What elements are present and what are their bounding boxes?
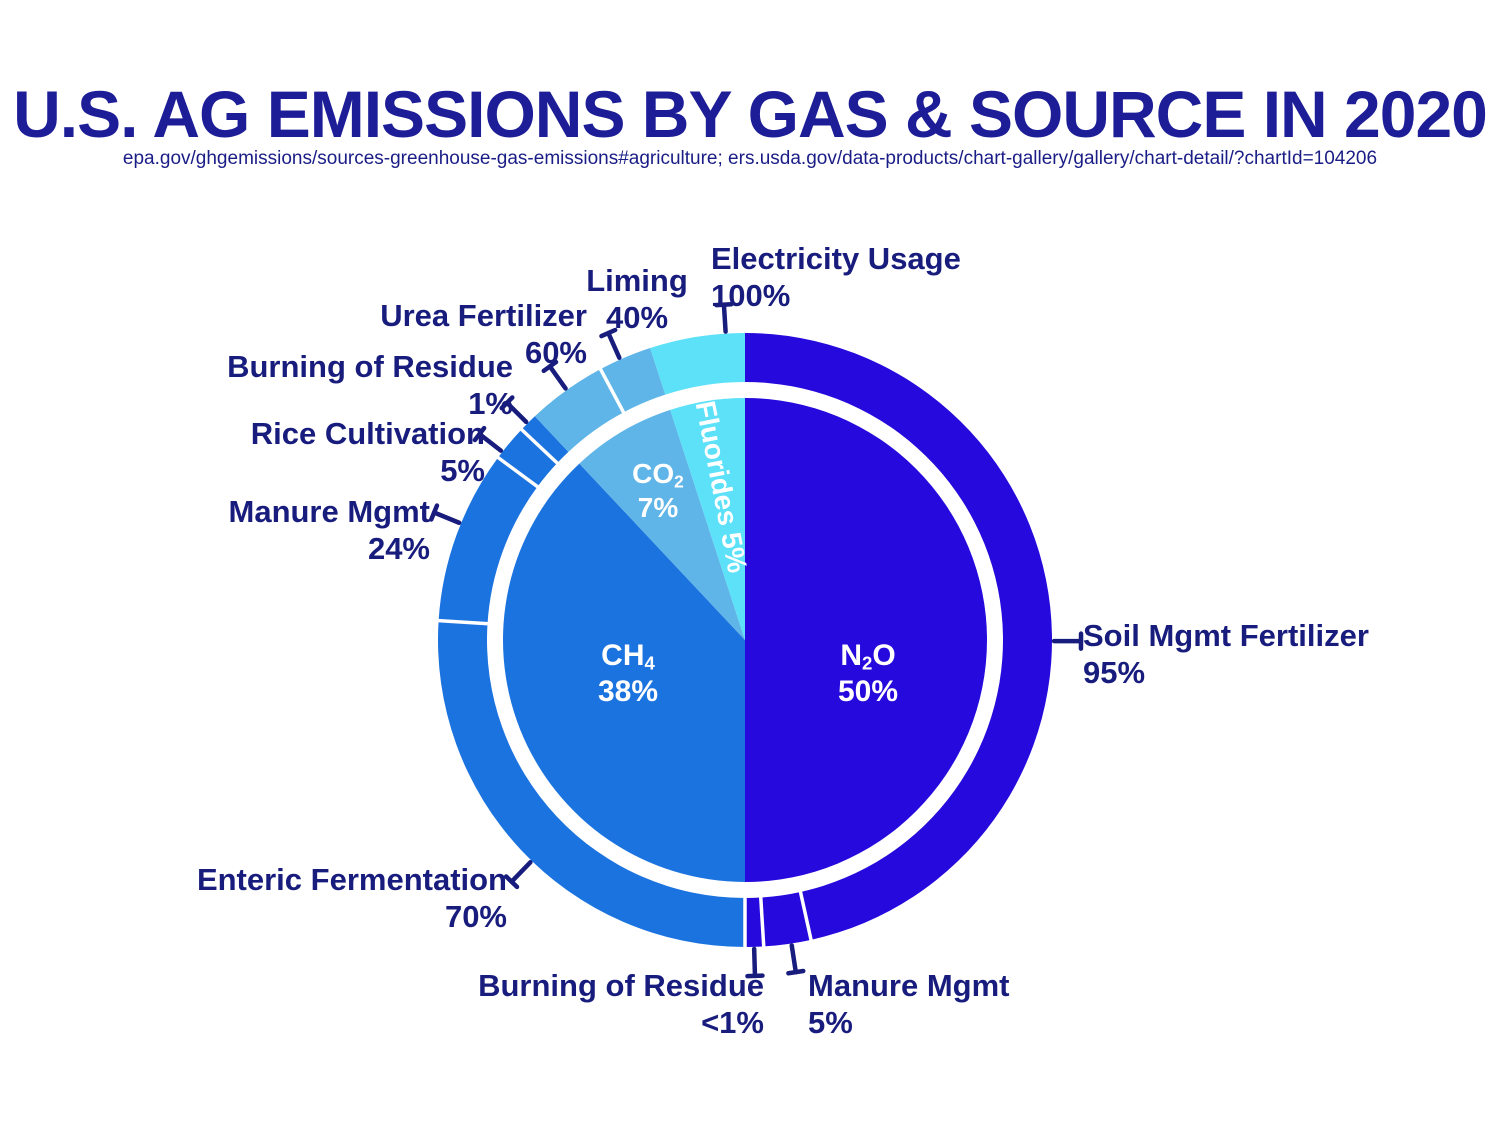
ring-segment-divider [797, 884, 815, 947]
gas-formula: CH4 [601, 639, 655, 674]
tick-burning-of-residue [745, 946, 765, 979]
callout-electricity-usage: Electricity Usage 100% [711, 240, 961, 314]
callout-label: Soil Mgmt Fertilizer [1083, 618, 1369, 653]
callout-pct: 70% [444, 899, 507, 934]
callout-burning-of-residue-ch4: Burning of Residue 1% [227, 348, 513, 422]
ring-segment-manure-mgmt [438, 457, 538, 624]
tick-liming [599, 327, 622, 360]
callout-pct: 95% [1083, 655, 1146, 690]
callout-label: Burning of Residue [227, 349, 513, 384]
pie-slice-co2 [579, 409, 745, 640]
pie-slice-n2o [745, 398, 987, 882]
callout-label: Manure Mgmt [808, 968, 1010, 1003]
ring-segment-rice-cultivation [498, 429, 558, 487]
callout-pct: 60% [524, 335, 587, 370]
tick-manure-mgmt [429, 503, 462, 525]
callout-label: Electricity Usage [711, 241, 961, 276]
callout-label: Liming [586, 263, 688, 298]
callout-soil-mgmt-fertilizer: Soil Mgmt Fertilizer 95% [1083, 617, 1369, 691]
gas-pct: 50% [837, 675, 899, 708]
ring-segment-divider [758, 890, 766, 953]
callout-label: Burning of Residue [478, 968, 764, 1003]
ring-segment-divider [492, 452, 545, 493]
callout-manure-mgmt-n2o: Manure Mgmt 5% [808, 967, 1010, 1041]
ring-segment-urea-fertilizer [534, 369, 624, 452]
callout-rice-cultivation: Rice Cultivation 5% [251, 415, 485, 489]
tick-soil-mgmt-fertilizer [1051, 631, 1084, 651]
gas-pct: 7% [637, 492, 679, 523]
ring-segment-burning-of-residue [521, 416, 569, 464]
co2-slice-label: CO2 7% [578, 457, 738, 525]
callout-pct: 5% [808, 1005, 853, 1040]
callout-label: Urea Fertilizer [380, 298, 587, 333]
page-title: U.S. AG EMISSIONS BY GAS & SOURCE IN 202… [13, 77, 1488, 151]
ring-segment-electricity-usage [650, 333, 745, 395]
ring-segment-manure-mgmt [760, 891, 812, 947]
gas-formula: CO2 [632, 458, 684, 492]
callout-urea-fertilizer: Urea Fertilizer 60% [380, 297, 587, 371]
n2o-slice-label: N2O 50% [788, 638, 948, 710]
tick-manure-mgmt [786, 943, 806, 976]
callout-pct: <1% [701, 1005, 764, 1040]
gas-formula: N2O [840, 639, 896, 674]
pie-slice-ch4 [502, 463, 745, 882]
callout-label: Manure Mgmt [228, 494, 431, 529]
callout-manure-mgmt-ch4: Manure Mgmt 24% [229, 493, 431, 567]
ring-segment-enteric-fermentation [438, 620, 745, 947]
tick-urea-fertilizer [541, 359, 568, 391]
callout-label: Enteric Fermentation [196, 862, 507, 897]
ring-segment-burning-of-residue [745, 897, 764, 947]
ring-segment-divider [596, 363, 629, 420]
pie-slice-fluorides [670, 398, 745, 640]
callout-pct: 1% [468, 386, 513, 421]
callout-label: Rice Cultivation [250, 416, 485, 451]
callout-liming: Liming 40% [583, 262, 691, 336]
callout-pct: 24% [367, 531, 430, 566]
callout-enteric-fermentation: Enteric Fermentation 70% [197, 861, 507, 935]
ch4-slice-label: CH4 38% [548, 638, 708, 710]
source-urls: epa.gov/ghgemissions/sources-greenhouse-… [122, 148, 1378, 169]
callout-pct: 100% [711, 278, 791, 313]
tick-rice-cultivation [472, 425, 504, 453]
tick-enteric-fermentation [503, 860, 533, 890]
ring-segment-divider [432, 618, 495, 626]
callout-pct: 5% [440, 453, 485, 488]
ring-segment-soil-mgmt-fertilizer [745, 333, 1052, 940]
callout-pct: 40% [605, 300, 669, 335]
tick-burning-of-residue [499, 395, 529, 425]
tick-electricity-usage [714, 301, 734, 334]
callout-burning-of-residue-n2o: Burning of Residue <1% [478, 967, 764, 1041]
ring-segment-divider [516, 424, 564, 470]
gas-pct: 38% [597, 675, 659, 708]
